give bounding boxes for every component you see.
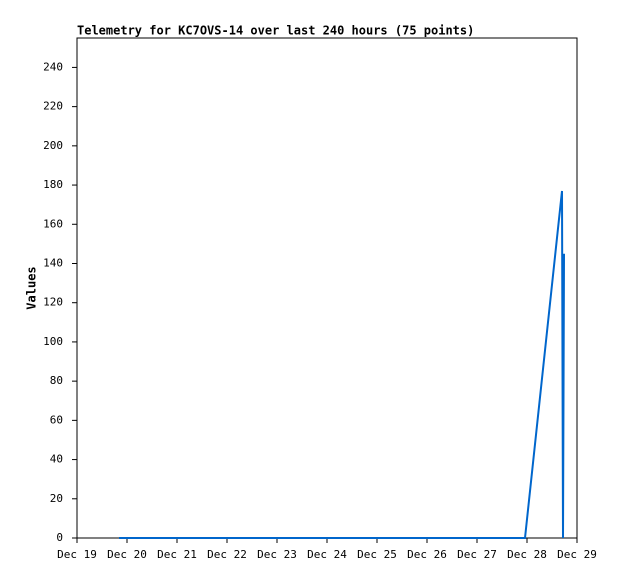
x-tick-label: Dec 20 bbox=[107, 548, 147, 561]
x-tick-label: Dec 23 bbox=[257, 548, 297, 561]
y-tick-label: 200 bbox=[43, 139, 63, 152]
x-tick-label: Dec 28 bbox=[507, 548, 547, 561]
x-tick-label: Dec 29 bbox=[557, 548, 597, 561]
y-tick-label: 100 bbox=[43, 335, 63, 348]
y-tick-label: 180 bbox=[43, 178, 63, 191]
y-tick-label: 140 bbox=[43, 256, 63, 269]
y-tick-label: 60 bbox=[50, 413, 63, 426]
x-tick-label: Dec 27 bbox=[457, 548, 497, 561]
y-tick-label: 240 bbox=[43, 60, 63, 73]
x-tick-label: Dec 26 bbox=[407, 548, 447, 561]
y-tick-label: 20 bbox=[50, 492, 63, 505]
y-tick-label: 0 bbox=[56, 531, 63, 544]
x-tick-label: Dec 19 bbox=[57, 548, 97, 561]
x-tick-label: Dec 22 bbox=[207, 548, 247, 561]
y-axis-label: Values bbox=[25, 266, 39, 309]
x-tick-label: Dec 24 bbox=[307, 548, 347, 561]
data-line bbox=[119, 190, 565, 539]
x-tick-label: Dec 21 bbox=[157, 548, 197, 561]
y-tick-label: 40 bbox=[50, 453, 63, 466]
chart-title: Telemetry for KC7OVS-14 over last 240 ho… bbox=[77, 24, 474, 38]
x-tick-label: Dec 25 bbox=[357, 548, 397, 561]
y-tick-label: 80 bbox=[50, 374, 63, 387]
y-tick-label: 220 bbox=[43, 100, 63, 113]
plot-frame bbox=[76, 37, 578, 539]
y-tick-label: 120 bbox=[43, 296, 63, 309]
y-tick-label: 160 bbox=[43, 217, 63, 230]
